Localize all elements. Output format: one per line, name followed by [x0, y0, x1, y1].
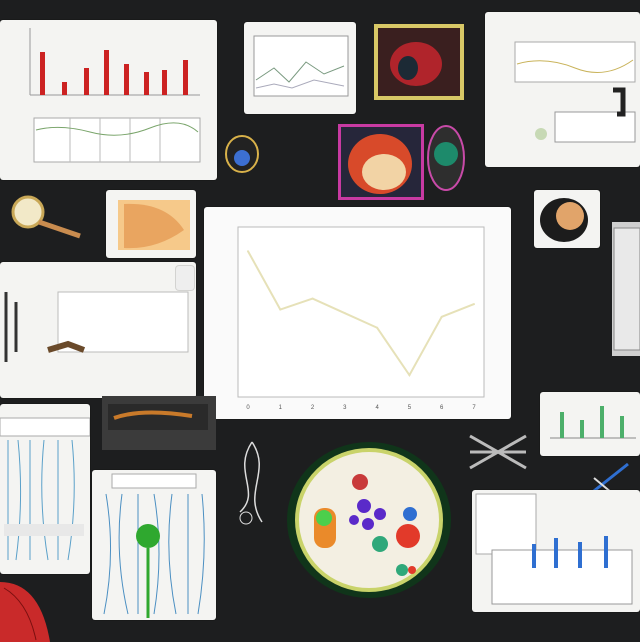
data-point — [440, 315, 443, 318]
wave-card-middle — [92, 470, 216, 620]
data-point — [408, 374, 411, 377]
plot-frame — [237, 226, 485, 398]
x-tick-label: 1 — [279, 405, 283, 411]
petri-dish-graphic — [287, 442, 451, 598]
x-tick-label: 6 — [440, 405, 444, 411]
screen-panel-right-graphic — [613, 227, 640, 351]
thumb-card-left — [106, 190, 196, 258]
thumb-card-left-graphic — [118, 200, 190, 250]
x-tick-label: 7 — [472, 405, 476, 411]
anatomy-image-2 — [338, 124, 424, 200]
small-card-mid — [176, 266, 194, 290]
meter-icon — [225, 135, 259, 173]
data-point — [311, 297, 314, 300]
x-tick-label: 3 — [343, 405, 347, 411]
wave-card-middle-graphic — [103, 473, 205, 618]
main-chart-card: 0 1 2 3 4 5 6 7 — [204, 207, 511, 419]
x-tick-label: 2 — [311, 405, 315, 411]
thumb-card-right — [534, 190, 600, 248]
photo-panel-left — [102, 396, 216, 450]
anatomy-image-2-graphic — [341, 127, 421, 197]
bar-chart-card-right-graphic — [550, 406, 636, 439]
wave-card-left-graphic — [0, 417, 90, 561]
line-chart-thumb-1-graphic — [253, 35, 349, 97]
diagram-card-right — [485, 12, 640, 167]
bar-chart-card — [0, 20, 217, 180]
main-line-chart: 0 1 2 3 4 5 6 7 — [237, 226, 485, 411]
diagram-card-left-graphic — [4, 291, 189, 362]
leaf-icon — [0, 582, 50, 642]
data-point — [247, 250, 249, 253]
instrument-icon — [239, 441, 263, 525]
cross-icon — [469, 434, 527, 470]
lab-card — [472, 490, 640, 612]
diagram-card-right-graphic — [514, 41, 636, 143]
x-tick-label: 5 — [408, 405, 412, 411]
x-tick-label: 0 — [246, 405, 250, 411]
bar-chart-card-graphic — [29, 28, 201, 163]
data-point — [343, 312, 346, 315]
photo-panel-left-graphic — [108, 404, 208, 430]
data-point — [473, 303, 475, 306]
thumb-card-right-graphic — [540, 198, 588, 242]
wave-card-left — [0, 404, 90, 574]
lab-card-graphic — [475, 493, 633, 605]
circle-badge-icon — [427, 125, 465, 191]
bar-chart-card-right — [540, 392, 640, 456]
data-point — [376, 326, 379, 329]
magnifier-icon — [11, 195, 81, 239]
anatomy-image-1-graphic — [378, 28, 460, 96]
diagram-card-left — [0, 262, 196, 398]
series-line — [247, 250, 475, 378]
data-point — [279, 308, 282, 311]
line-chart-thumb-1 — [244, 22, 356, 114]
anatomy-image-1 — [374, 24, 464, 100]
x-tick-label: 4 — [375, 405, 379, 411]
screen-panel-right — [612, 222, 640, 356]
